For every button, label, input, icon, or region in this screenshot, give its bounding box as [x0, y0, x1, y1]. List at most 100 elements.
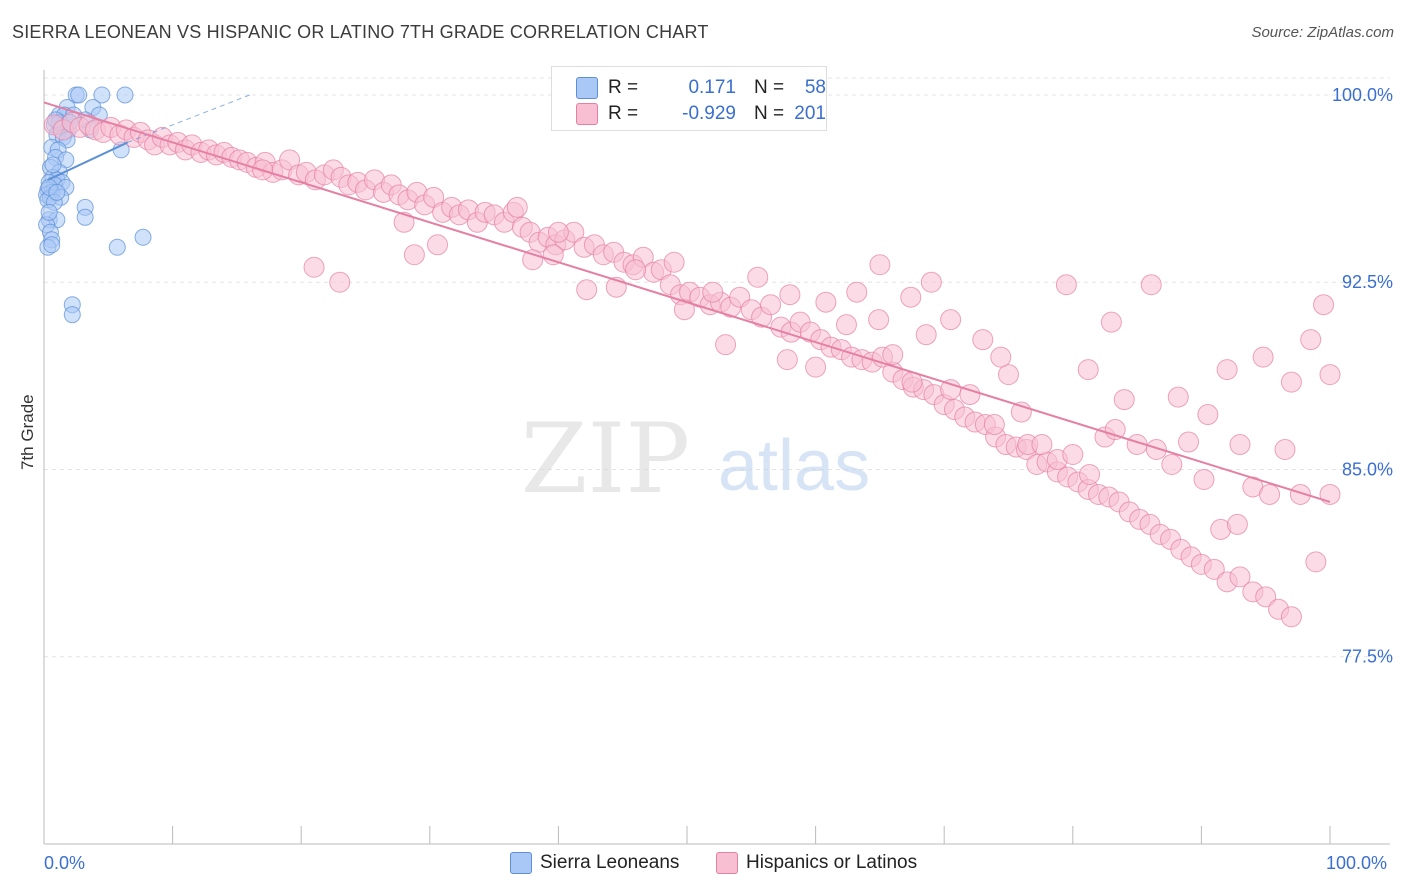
data-point-hispanic	[1300, 329, 1322, 351]
data-point-hispanic	[1197, 404, 1219, 426]
x-tick-label-min: 0.0%	[44, 853, 86, 873]
watermark-zip: ZIP	[521, 403, 690, 515]
data-point-hispanic	[393, 211, 415, 233]
data-point-sierra-leonean	[116, 86, 134, 104]
data-point-hispanic	[846, 281, 868, 303]
data-point-hispanic	[673, 299, 695, 321]
data-point-hispanic	[959, 384, 981, 406]
data-point-sierra-leonean	[43, 236, 61, 254]
data-point-hispanic	[1161, 453, 1183, 475]
legend-r-label: R =	[608, 77, 639, 98]
source-label: Source: ZipAtlas.com	[1251, 24, 1394, 41]
data-point-hispanic	[576, 279, 598, 301]
data-point-sierra-leonean	[70, 86, 88, 104]
legend-r-value: 0.171	[688, 77, 736, 98]
data-point-sierra-leonean	[48, 183, 66, 201]
data-point-hispanic	[1229, 434, 1251, 456]
data-point-hispanic	[805, 356, 827, 378]
data-point-hispanic	[983, 414, 1005, 436]
y-tick-label: 77.5%	[1342, 647, 1393, 667]
data-point-hispanic	[1229, 566, 1251, 588]
chart-title: SIERRA LEONEAN VS HISPANIC OR LATINO 7TH…	[12, 22, 709, 42]
data-point-hispanic	[920, 271, 942, 293]
legend-n-label: N =	[754, 77, 785, 98]
data-point-hispanic	[835, 314, 857, 336]
data-point-hispanic	[1289, 483, 1311, 505]
data-point-hispanic	[1167, 386, 1189, 408]
data-point-hispanic	[1145, 439, 1167, 461]
data-point-hispanic	[1055, 274, 1077, 296]
data-point-hispanic	[1178, 431, 1200, 453]
data-point-hispanic	[1274, 439, 1296, 461]
legend-swatch-sierra-leoneans	[576, 77, 598, 99]
data-point-hispanic	[1216, 359, 1238, 381]
data-point-hispanic	[972, 329, 994, 351]
bottom-legend-label: Hispanics or Latinos	[746, 852, 918, 873]
data-point-hispanic	[915, 324, 937, 346]
data-point-hispanic	[715, 334, 737, 356]
legend-row-hispanics: R = -0.929 N = 201	[576, 103, 826, 127]
legend-n-label: N =	[754, 103, 785, 124]
data-point-sierra-leonean	[63, 306, 81, 324]
data-point-hispanic	[868, 309, 890, 331]
data-point-hispanic	[403, 244, 425, 266]
data-point-hispanic	[1100, 311, 1122, 333]
data-point-hispanic	[1062, 444, 1084, 466]
data-point-hispanic	[1252, 346, 1274, 368]
data-point-hispanic	[869, 254, 891, 276]
data-point-hispanic	[329, 271, 351, 293]
bottom-legend-label: Sierra Leoneans	[540, 852, 680, 873]
data-point-hispanic	[779, 284, 801, 306]
data-point-hispanic	[815, 291, 837, 313]
data-point-hispanic	[506, 196, 528, 218]
data-point-hispanic	[940, 309, 962, 331]
data-point-hispanic	[547, 221, 569, 243]
data-point-hispanic	[990, 346, 1012, 368]
bottom-legend-swatch	[716, 852, 738, 874]
data-point-hispanic	[427, 234, 449, 256]
y-tick-label: 85.0%	[1342, 459, 1393, 479]
legend-row-sierra-leoneans: R = 0.171 N = 58	[576, 77, 826, 101]
trend-line-hispanic	[43, 101, 1331, 503]
data-point-sierra-leonean	[40, 203, 58, 221]
data-point-sierra-leonean	[76, 208, 94, 226]
x-tick-label-max: 100.0%	[1326, 853, 1388, 873]
data-point-hispanic	[663, 251, 685, 273]
data-point-hispanic	[1140, 274, 1162, 296]
legend-r-value: -0.929	[682, 103, 736, 124]
data-point-sierra-leonean	[93, 86, 111, 104]
data-point-hispanic	[1203, 558, 1225, 580]
data-point-hispanic	[882, 344, 904, 366]
data-point-sierra-leonean	[134, 228, 152, 246]
legend-n-value: 201	[794, 103, 826, 124]
data-point-hispanic	[747, 266, 769, 288]
y-axis-label: 7th Grade	[18, 394, 37, 470]
correlation-legend: R = 0.171 N = 58 R = -0.929 N = 201	[551, 66, 827, 131]
data-point-hispanic	[1255, 586, 1277, 608]
data-point-hispanic	[1193, 468, 1215, 490]
data-point-hispanic	[1259, 483, 1281, 505]
data-point-hispanic	[1077, 359, 1099, 381]
data-point-hispanic	[1031, 434, 1053, 456]
legend-n-value: 58	[804, 77, 826, 98]
data-point-hispanic	[303, 256, 325, 278]
data-point-hispanic	[522, 249, 544, 271]
bottom-legend-swatch	[510, 852, 532, 874]
data-point-hispanic	[1313, 294, 1335, 316]
data-point-hispanic	[1113, 389, 1135, 411]
watermark-atlas: atlas	[718, 426, 870, 506]
data-point-hispanic	[900, 286, 922, 308]
data-point-hispanic	[702, 281, 724, 303]
y-tick-label: 100.0%	[1332, 85, 1393, 105]
data-point-hispanic	[1280, 371, 1302, 393]
data-point-hispanic	[776, 349, 798, 371]
data-point-hispanic	[1305, 551, 1327, 573]
legend-r-label: R =	[608, 103, 639, 124]
data-point-sierra-leonean	[108, 238, 126, 256]
y-tick-label: 92.5%	[1342, 272, 1393, 292]
legend-swatch-hispanics	[576, 103, 598, 125]
trend-line-sierra-leonean	[47, 141, 129, 181]
data-point-hispanic	[1226, 513, 1248, 535]
data-point-hispanic	[1280, 606, 1302, 628]
